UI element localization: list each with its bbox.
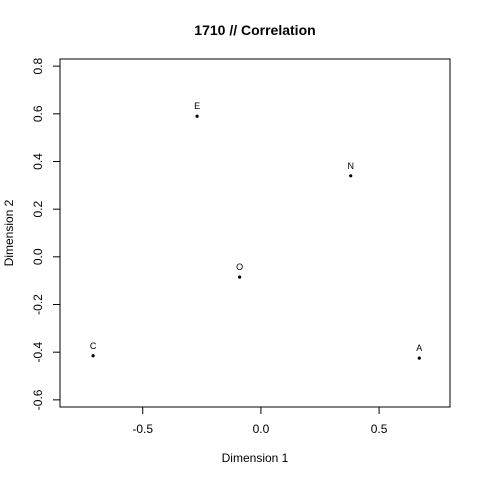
y-tick-label: -0.4 <box>31 342 45 363</box>
y-tick-label: 0.4 <box>31 153 45 170</box>
point-label-n: N <box>347 161 354 171</box>
point-label-e: E <box>194 101 200 111</box>
point-label-o: O <box>236 262 243 272</box>
y-tick-label: -0.2 <box>31 294 45 315</box>
plot-frame <box>59 58 451 408</box>
x-axis: -0.5 0.0 0.5 <box>132 406 388 436</box>
point-label-c: C <box>90 341 97 351</box>
x-axis-label: Dimension 1 <box>222 451 289 465</box>
x-tick-label: -0.5 <box>132 422 153 436</box>
x-tick-label: 0.5 <box>371 422 388 436</box>
y-axis-label: Dimension 2 <box>2 199 16 266</box>
data-point-a <box>417 356 421 360</box>
y-tick-label: -0.6 <box>31 389 45 410</box>
x-tick-label: 0.0 <box>253 422 270 436</box>
point-label-a: A <box>416 343 422 353</box>
data-point-c <box>91 354 95 358</box>
chart-title: 1710 // Correlation <box>194 22 315 38</box>
data-point-o <box>238 275 242 279</box>
y-axis: -0.6 -0.4 -0.2 0.0 0.2 0.4 0.6 0.8 <box>31 57 61 410</box>
y-tick-label: 0.8 <box>31 57 45 74</box>
y-tick-label: 0.6 <box>31 105 45 122</box>
data-point-n <box>349 174 353 178</box>
data-point-e <box>195 114 199 118</box>
data-points: E N O C A <box>90 101 422 360</box>
y-tick-label: 0.0 <box>31 248 45 265</box>
y-tick-label: 0.2 <box>31 201 45 218</box>
